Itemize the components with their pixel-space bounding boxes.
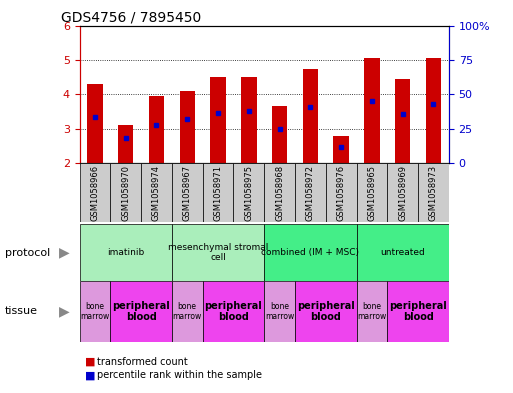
Bar [80,281,110,342]
Text: peripheral
blood: peripheral blood [112,301,170,322]
Text: GSM1058975: GSM1058975 [244,165,253,220]
Text: GSM1058970: GSM1058970 [121,165,130,220]
Text: ■: ■ [85,370,95,380]
Bar [110,163,141,222]
Bar [203,163,233,222]
Bar [264,281,295,342]
Text: ▶: ▶ [58,246,69,259]
Text: imatinib: imatinib [107,248,144,257]
Bar [80,163,110,222]
Text: GSM1058969: GSM1058969 [398,165,407,220]
Bar [180,91,195,163]
Text: bone
marrow: bone marrow [265,302,294,321]
Bar [80,224,172,281]
Text: GSM1058965: GSM1058965 [367,165,377,220]
Bar [303,68,318,163]
Bar [264,224,357,281]
Text: untreated: untreated [380,248,425,257]
Text: GSM1058973: GSM1058973 [429,165,438,220]
Text: bone
marrow: bone marrow [172,302,202,321]
Bar [172,163,203,222]
Bar [210,77,226,163]
Bar [295,281,357,342]
Text: ■: ■ [85,356,95,367]
Text: protocol: protocol [5,248,50,257]
Text: percentile rank within the sample: percentile rank within the sample [97,370,263,380]
Bar [118,125,133,163]
Text: mesenchymal stromal
cell: mesenchymal stromal cell [168,243,268,262]
Bar [149,96,164,163]
Bar [395,79,410,163]
Text: GSM1058971: GSM1058971 [213,165,223,220]
Bar [87,84,103,163]
Bar [110,281,172,342]
Bar [241,77,256,163]
Bar [364,58,380,163]
Bar [357,163,387,222]
Text: peripheral
blood: peripheral blood [205,301,262,322]
Bar [357,224,449,281]
Text: ▶: ▶ [58,305,69,318]
Text: transformed count: transformed count [97,356,188,367]
Text: peripheral
blood: peripheral blood [297,301,354,322]
Text: combined (IM + MSC): combined (IM + MSC) [261,248,360,257]
Bar [426,58,441,163]
Text: peripheral
blood: peripheral blood [389,301,447,322]
Text: tissue: tissue [5,307,38,316]
Bar [141,163,172,222]
Text: GSM1058968: GSM1058968 [275,165,284,220]
Bar [272,107,287,163]
Text: bone
marrow: bone marrow [80,302,110,321]
Bar [203,281,264,342]
Text: GSM1058972: GSM1058972 [306,165,315,220]
Text: GSM1058967: GSM1058967 [183,165,192,220]
Bar [295,163,326,222]
Text: GSM1058966: GSM1058966 [90,165,100,220]
Bar [333,136,349,163]
Bar [418,163,449,222]
Bar [357,281,387,342]
Bar [264,163,295,222]
Bar [233,163,264,222]
Bar [326,163,357,222]
Text: GDS4756 / 7895450: GDS4756 / 7895450 [61,10,201,24]
Bar [172,224,264,281]
Text: GSM1058976: GSM1058976 [337,165,346,220]
Bar [387,163,418,222]
Text: bone
marrow: bone marrow [357,302,387,321]
Text: GSM1058974: GSM1058974 [152,165,161,220]
Bar [387,281,449,342]
Bar [172,281,203,342]
